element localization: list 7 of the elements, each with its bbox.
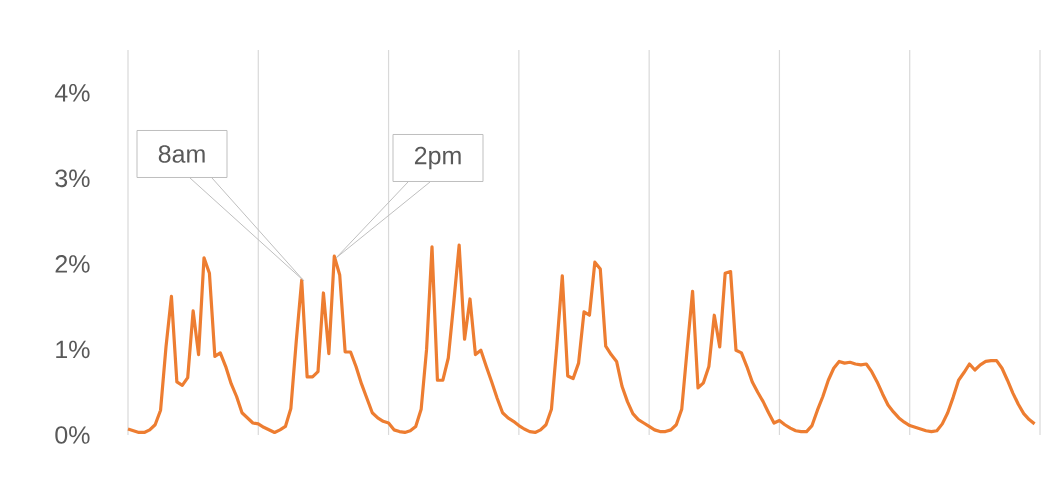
annotation: 2pm [414, 146, 461, 170]
y-tick-label: 4% [54, 84, 90, 102]
y-tick-label: 0% [55, 426, 90, 444]
y-tick-label: 2% [55, 255, 90, 273]
y-tick-label: 1% [56, 340, 90, 359]
annotation: 8am [158, 145, 205, 163]
y-tick-label: 3% [55, 169, 90, 188]
